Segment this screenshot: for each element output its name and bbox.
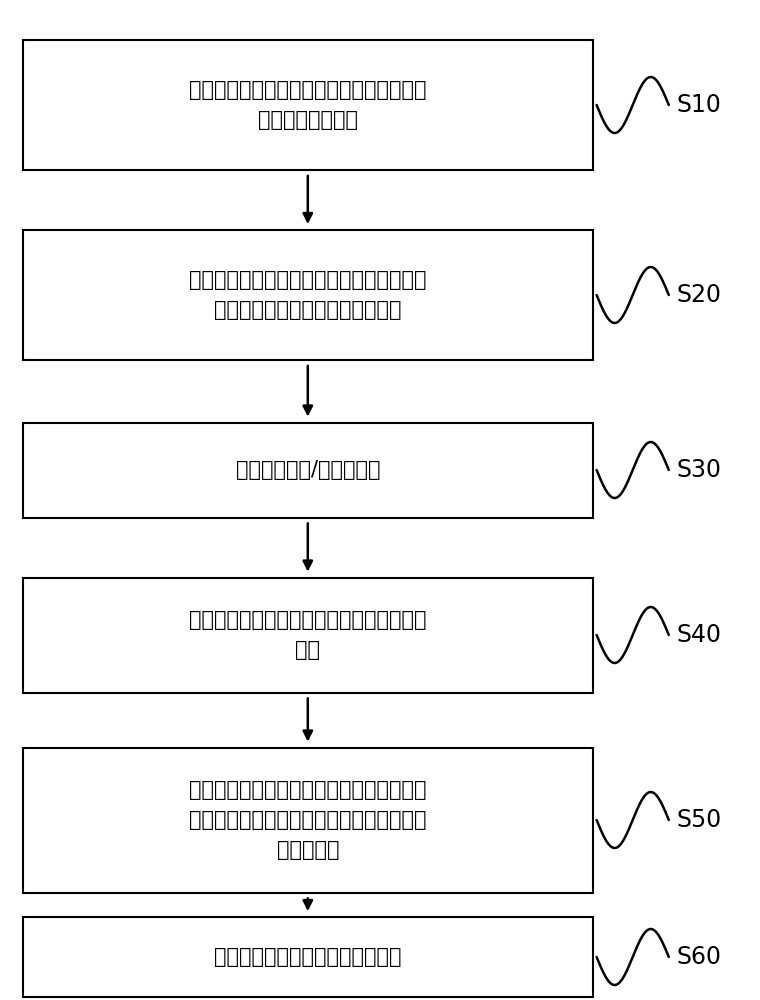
FancyBboxPatch shape	[23, 917, 593, 997]
FancyBboxPatch shape	[23, 230, 593, 360]
Text: 系统根据用户的咨询目的，进入人机智能交
互对话模式，进行用户的信息采集: 系统根据用户的咨询目的，进入人机智能交 互对话模式，进行用户的信息采集	[189, 270, 426, 320]
FancyBboxPatch shape	[23, 40, 593, 170]
FancyBboxPatch shape	[23, 748, 593, 892]
Text: 生成用户画像/预问诊报告: 生成用户画像/预问诊报告	[236, 460, 380, 480]
Text: S30: S30	[676, 458, 721, 482]
Text: S60: S60	[676, 945, 721, 969]
Text: S10: S10	[676, 93, 721, 117]
Text: S40: S40	[676, 623, 721, 647]
FancyBboxPatch shape	[23, 422, 593, 518]
Text: S50: S50	[676, 808, 722, 832]
Text: 提醒用户确认并提交资料，并进行患教知识
推送: 提醒用户确认并提交资料，并进行患教知识 推送	[189, 610, 426, 660]
FancyBboxPatch shape	[23, 578, 593, 692]
Text: 用户通过系统界面进行咨询目的选择，系统
回收用户咨询目的: 用户通过系统界面进行咨询目的选择，系统 回收用户咨询目的	[189, 80, 426, 130]
Text: S20: S20	[676, 283, 721, 307]
Text: 将药师反馈的用药方案推送给用户: 将药师反馈的用药方案推送给用户	[214, 947, 401, 967]
Text: 推送用户信息和检索到的相关医学资料给药
师，并推送根据检索结果生成的初步用药方
案到药师端: 推送用户信息和检索到的相关医学资料给药 师，并推送根据检索结果生成的初步用药方 …	[189, 780, 426, 860]
